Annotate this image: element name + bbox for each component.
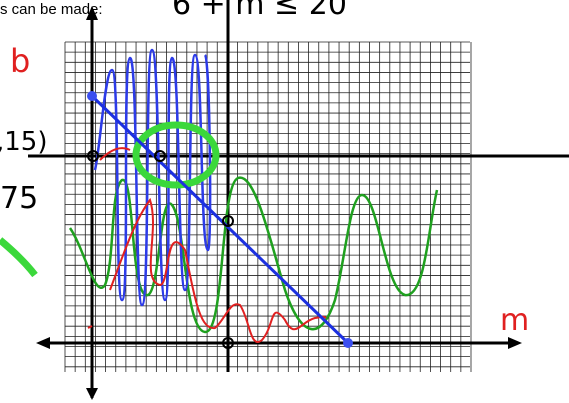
- value-note: 75: [0, 181, 38, 216]
- arrow: [36, 337, 50, 349]
- arrow: [86, 388, 98, 400]
- point-note: ,15): [0, 127, 48, 157]
- green-stroke: [0, 240, 35, 275]
- point: [343, 338, 353, 348]
- page: s can be made: 6 + m ≤ 20 b m ,15) 75 ((…: [0, 0, 569, 403]
- whiteboard: s can be made: 6 + m ≤ 20 b m ,15) 75: [0, 0, 569, 403]
- header-text: s can be made:: [0, 1, 103, 18]
- b-label: b: [10, 42, 30, 80]
- arrow: [508, 337, 522, 349]
- point: [87, 91, 97, 101]
- inequality: 6 + m ≤ 20: [172, 0, 347, 22]
- m-label: m: [500, 303, 529, 338]
